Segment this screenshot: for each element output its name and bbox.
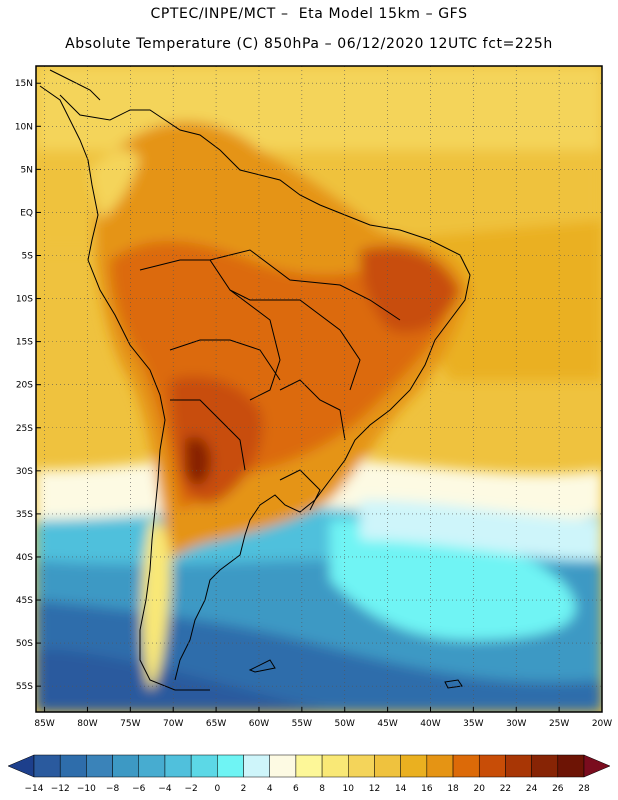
colorbar-swatch	[400, 754, 428, 778]
lon-label: 35W	[463, 719, 483, 729]
colorbar-labels: −14 −12 −10 −8 −6 −4 −2 0 2 4 6 8 10 12 14 16 18 20 22 24 26…	[25, 784, 590, 794]
colorbar-label: −2	[185, 784, 198, 794]
colorbar-label: 8	[319, 784, 325, 794]
colorbar-swatch	[59, 754, 87, 778]
colorbar-swatch	[86, 754, 113, 778]
colorbar	[7, 754, 611, 778]
colorbar-swatch	[452, 754, 480, 778]
lat-label: 5N	[21, 165, 33, 175]
lat-label: 25S	[16, 424, 33, 434]
lat-label: 40S	[16, 553, 33, 563]
lat-label: 10N	[15, 122, 33, 132]
lat-label: 5S	[22, 251, 34, 261]
colorbar-swatch	[217, 754, 244, 778]
colorbar-swatch	[164, 754, 192, 778]
colorbar-swatch	[478, 754, 506, 778]
colorbar-swatch	[505, 754, 532, 778]
colorbar-swatch	[557, 754, 585, 778]
lon-label: 65W	[206, 719, 226, 729]
longitude-axis: 85W 80W 75W 70W 65W 60W 55W 50W 45W 40W 35W 30W 25W 2…	[34, 707, 612, 729]
colorbar-label: 0	[214, 784, 220, 794]
colorbar-swatch	[374, 754, 401, 778]
lon-label: 80W	[77, 719, 97, 729]
colorbar-label: 28	[578, 784, 590, 794]
colorbar-label: 2	[241, 784, 247, 794]
lon-label: 30W	[506, 719, 526, 729]
colorbar-label: −14	[25, 784, 44, 794]
colorbar-swatch	[426, 754, 454, 778]
lat-label: 10S	[16, 295, 33, 305]
lat-label: 20S	[16, 381, 33, 391]
lon-label: 60W	[249, 719, 269, 729]
latitude-axis: 15N 10N 5N EQ 5S 10S 15S 20S 25S 30S 35S 40S 45S 50S 5…	[15, 79, 41, 692]
lat-label: 35S	[16, 510, 33, 520]
lon-label: 40W	[420, 719, 440, 729]
colorbar-label: −4	[158, 784, 172, 794]
colorbar-swatch	[295, 754, 323, 778]
colorbar-swatch	[531, 754, 559, 778]
lat-label: 50S	[16, 639, 33, 649]
temperature-field	[36, 66, 602, 712]
lon-label: 50W	[335, 719, 355, 729]
lon-label: 75W	[120, 719, 140, 729]
lat-label: EQ	[20, 208, 33, 218]
lat-label: 30S	[16, 467, 33, 477]
lon-label: 45W	[377, 719, 397, 729]
colorbar-label: 12	[369, 784, 380, 794]
lon-label: 25W	[549, 719, 569, 729]
title-line-2: Absolute Temperature (C) 850hPa – 06/12/…	[65, 36, 553, 52]
colorbar-min-arrow	[7, 754, 35, 778]
lat-label: 15N	[15, 79, 33, 89]
colorbar-swatch	[190, 754, 218, 778]
colorbar-label: −8	[106, 784, 120, 794]
colorbar-label: 24	[526, 784, 538, 794]
colorbar-swatch	[243, 754, 270, 778]
lat-label: 15S	[16, 338, 33, 348]
lon-label: 55W	[292, 719, 312, 729]
colorbar-label: 26	[552, 784, 564, 794]
colorbar-label: −6	[132, 784, 146, 794]
lat-label: 55S	[16, 682, 33, 692]
lat-label: 45S	[16, 596, 33, 606]
colorbar-label: 14	[395, 784, 407, 794]
coastlines	[39, 69, 471, 691]
colorbar-label: 4	[267, 784, 273, 794]
colorbar-label: 10	[343, 784, 355, 794]
title-line-1: CPTEC/INPE/MCT – Eta Model 15km – GFS	[150, 6, 468, 22]
lon-label: 85W	[34, 719, 54, 729]
colorbar-label: 20	[474, 784, 486, 794]
colorbar-swatch	[321, 754, 349, 778]
colorbar-label: 18	[447, 784, 459, 794]
lon-label: 70W	[163, 719, 183, 729]
lon-label: 20W	[592, 719, 612, 729]
colorbar-swatch	[138, 754, 166, 778]
colorbar-label: −12	[51, 784, 70, 794]
colorbar-label: 16	[421, 784, 433, 794]
colorbar-max-arrow	[583, 754, 611, 778]
colorbar-swatch	[33, 754, 61, 778]
map-frame	[35, 65, 603, 713]
colorbar-label: 6	[293, 784, 299, 794]
colorbar-swatch	[269, 754, 297, 778]
colorbar-label: 22	[500, 784, 511, 794]
colorbar-swatch	[348, 754, 375, 778]
colorbar-label: −10	[77, 784, 96, 794]
colorbar-swatch	[112, 754, 140, 778]
